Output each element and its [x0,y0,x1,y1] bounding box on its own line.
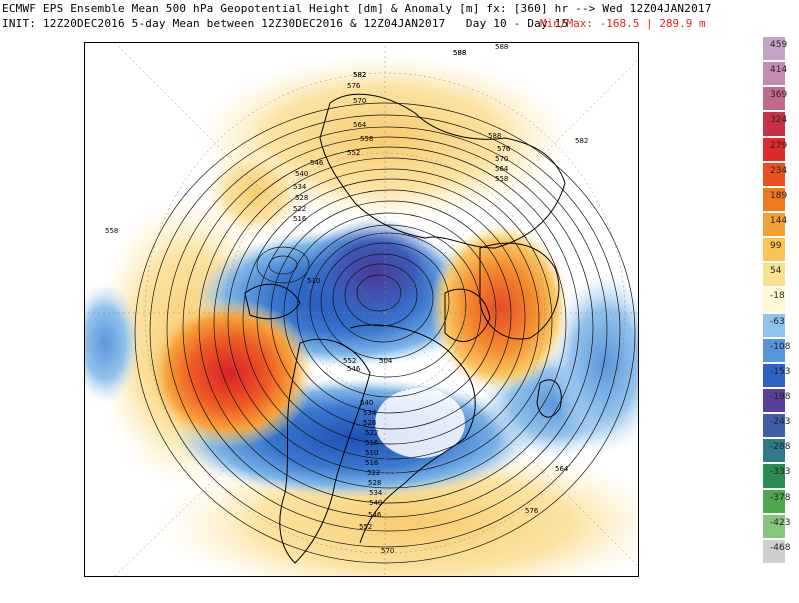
contour-label: 522 [365,429,378,437]
colorbar-tick-label: 144 [770,216,788,226]
colorbar-swatch [762,111,786,137]
contour-label: 570 [495,155,508,163]
contour-label: 516 [365,459,379,467]
contour-label: 540 [369,499,382,507]
colorbar-tick-label: -468 [770,542,791,553]
contour-label: 588 [453,49,466,57]
contour-label: 564 [555,465,569,473]
colorbar-tick-label: -108 [770,341,791,352]
colorbar-swatch [762,136,786,162]
colorbar-tick-label: 54 [770,266,782,277]
contour-label: 546 [347,365,361,373]
contour-label: 546 [368,511,382,519]
colorbar-tick-label: -378 [770,492,791,503]
colorbar-tick-label: -333 [770,467,791,478]
colorbar-swatch [762,463,786,489]
contour-label: 576 [525,507,539,515]
colorbar-tick-label: 414 [770,65,788,76]
anomaly-colorbar [762,36,786,564]
colorbar-swatch [762,513,786,539]
contour-label: 588 [453,49,466,57]
colorbar-swatch [762,186,786,212]
contour-label: 522 [367,469,380,477]
colorbar-tick-label: -198 [770,392,791,402]
contour-label: 588 [495,43,508,51]
colorbar-swatch [762,362,786,388]
colorbar-swatch [762,388,786,414]
colorbar-swatch [762,161,786,187]
contour-label: 558 [495,175,508,183]
colorbar-tick-label: -423 [770,517,791,528]
colorbar-tick-label: -18 [770,291,785,302]
min-max-readout: Min/Max: -168.5 | 289.9 m [540,17,706,30]
contour-label: 552 [347,149,360,157]
colorbar-swatch [762,413,786,439]
contour-label: 558 [360,135,373,143]
colorbar-tick-label: 279 [770,140,788,151]
contour-label: 510 [307,277,320,285]
contour-label: 564 [495,165,509,173]
colorbar-tick-label: -288 [770,442,791,453]
colorbar-swatch [762,312,786,338]
polar-map: 588 582 576 570 564 558 552 546 540 534 528 522 516 5… [84,42,639,577]
contour-label: 534 [363,409,377,417]
contour-label: 522 [293,205,306,213]
contour-label: 546 [310,159,324,167]
colorbar-swatch [762,287,786,313]
colorbar-swatch [762,212,786,238]
anomaly-shading [85,53,638,576]
contour-label: 516 [365,439,379,447]
colorbar-swatch [762,237,786,263]
colorbar-tick-label: -243 [770,417,791,428]
colorbar-tick-label: 234 [770,165,788,176]
graticule [85,43,638,576]
colorbar-swatch [762,337,786,363]
colorbar-tick-label: 99 [770,241,782,252]
colorbar-swatch [762,36,786,62]
contour-label: 528 [363,419,376,427]
contour-label: 564 [353,121,367,129]
colorbar-swatch [762,262,786,288]
contour-label: 516 [293,215,307,223]
contour-label: 552 [359,523,372,531]
contour-label: 528 [368,479,381,487]
colorbar-swatch [762,538,786,564]
contour-label: 504 [379,357,393,365]
colorbar-tick-label: 324 [770,115,788,126]
colorbar-swatch [762,438,786,464]
contour-label: 570 [381,547,394,555]
chart-subtitle: INIT: 12Z20DEC2016 5-day Mean between 12… [2,17,569,30]
colorbar-tick-label: 369 [770,90,788,101]
contour-labels: 5885825765705645585525465405345285225165… [105,43,588,555]
colorbar-tick-label: -63 [770,316,785,327]
colorbar-swatch [762,61,786,87]
contour-label: 534 [369,489,383,497]
contour-label: 570 [353,97,366,105]
colorbar-tick-label: 459 [770,40,788,50]
colorbar-tick-label: 189 [770,190,788,201]
contour-label: 576 [347,82,361,90]
colorbar-swatch [762,86,786,112]
colorbar-tick-label: -153 [770,366,791,377]
contour-label: 576 [497,145,511,153]
contour-label: 552 [343,357,356,365]
contour-label: 534 [293,183,307,191]
contour-label: 582 [353,71,366,79]
contour-label: 540 [295,170,308,178]
colorbar-swatch [762,488,786,514]
contour-label: 558 [105,227,118,235]
contour-label: 582 [353,71,366,79]
contour-label: 582 [575,137,588,145]
contour-label: 510 [365,449,378,457]
contour-label: 588 [488,132,501,140]
coastlines [244,93,566,564]
chart-title: ECMWF EPS Ensemble Mean 500 hPa Geopoten… [2,2,712,15]
contour-label: 528 [295,194,308,202]
contour-label: 540 [360,399,373,407]
